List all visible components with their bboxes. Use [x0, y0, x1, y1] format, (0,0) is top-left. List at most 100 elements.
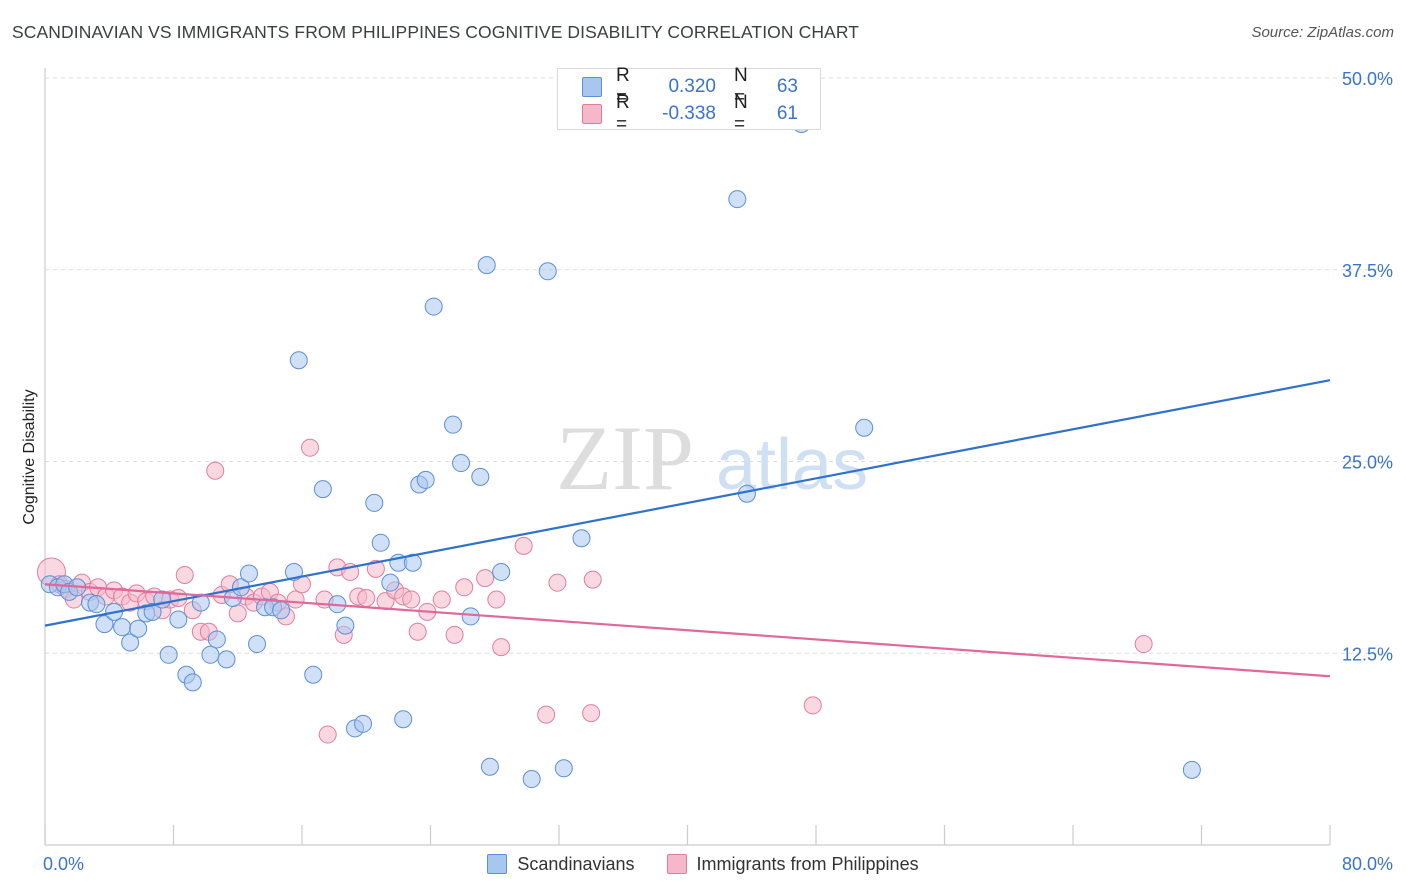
- point-scandinavians: [248, 635, 267, 654]
- r-label: R =: [616, 65, 630, 108]
- grid-lines: [45, 77, 1392, 654]
- point-scandinavians: [855, 418, 874, 437]
- point-philippines: [487, 590, 506, 609]
- point-scandinavians: [289, 351, 308, 370]
- point-philippines: [357, 589, 376, 608]
- point-philippines: [492, 638, 511, 657]
- n-label: N =: [734, 92, 748, 135]
- point-scandinavians: [87, 595, 106, 614]
- point-philippines: [548, 573, 567, 592]
- point-scandinavians: [354, 714, 373, 733]
- point-philippines: [408, 622, 427, 641]
- r-value: 0.320: [668, 76, 716, 97]
- trend-line-scandinavians: [44, 379, 1331, 627]
- point-philippines: [582, 704, 601, 723]
- point-scandinavians: [471, 467, 490, 486]
- x-tick-label: 0.0%: [43, 854, 84, 874]
- watermark-zip: ZIP: [556, 407, 694, 509]
- point-scandinavians: [452, 454, 471, 473]
- n-value: 63: [776, 76, 798, 97]
- point-scandinavians: [121, 633, 140, 652]
- point-scandinavians: [1182, 760, 1201, 779]
- point-philippines: [455, 578, 474, 597]
- r-value: -0.338: [662, 103, 716, 124]
- legend-row-scandinavians: R = 0.320 N = 63: [582, 65, 798, 108]
- point-scandinavians: [403, 553, 422, 572]
- trend-line-philippines: [44, 583, 1331, 678]
- x-tick-label: 80.0%: [1342, 854, 1393, 874]
- y-tick-label: 25.0%: [1342, 453, 1393, 473]
- point-philippines: [476, 569, 495, 588]
- point-scandinavians: [728, 190, 747, 209]
- legend-label-philippines: Immigrants from Philippines: [696, 853, 919, 874]
- tick-labels: 12.5% 25.0% 37.5% 50.0% 0.0% 80.0%: [43, 69, 1393, 874]
- point-scandinavians: [313, 480, 332, 499]
- legend-item-scandinavians[interactable]: Scandinavians: [487, 853, 635, 875]
- point-philippines: [432, 590, 451, 609]
- point-scandinavians: [381, 573, 400, 592]
- y-tick-label: 50.0%: [1342, 69, 1393, 89]
- legend-swatch-pink: [666, 854, 687, 874]
- y-tick-label: 37.5%: [1342, 261, 1393, 281]
- point-scandinavians: [239, 564, 258, 583]
- watermark: ZIP atlas: [556, 407, 868, 509]
- r-label: R =: [616, 92, 630, 135]
- series-legend: Scandinavians Immigrants from Philippine…: [0, 850, 1406, 878]
- trend-lines: [44, 379, 1331, 678]
- point-scandinavians: [461, 607, 480, 626]
- point-philippines: [286, 590, 305, 609]
- legend-swatch-blue: [582, 77, 602, 97]
- stats-legend: R = 0.320 N = 63 R = -0.338 N = 61: [557, 65, 821, 135]
- point-scandinavians: [443, 415, 462, 434]
- point-philippines: [537, 705, 556, 724]
- point-scandinavians: [159, 645, 178, 664]
- point-scandinavians: [113, 618, 132, 637]
- point-scandinavians: [365, 493, 384, 512]
- point-philippines: [301, 438, 320, 457]
- legend-swatch-pink: [582, 104, 602, 124]
- point-scandinavians: [554, 759, 573, 778]
- point-scandinavians: [183, 673, 202, 692]
- point-scandinavians: [538, 262, 557, 281]
- point-scandinavians: [217, 650, 236, 669]
- point-philippines: [402, 590, 421, 609]
- point-philippines: [228, 604, 247, 623]
- point-philippines: [175, 566, 194, 585]
- point-scandinavians: [371, 533, 390, 552]
- point-philippines: [206, 461, 225, 480]
- point-philippines: [514, 536, 533, 555]
- point-scandinavians: [304, 665, 323, 684]
- chart-title: SCANDINAVIAN VS IMMIGRANTS FROM PHILIPPI…: [12, 22, 860, 42]
- point-scandinavians: [201, 645, 220, 664]
- axes: [44, 68, 1331, 846]
- point-scandinavians: [424, 297, 443, 316]
- point-scandinavians: [272, 601, 291, 620]
- point-scandinavians: [492, 562, 511, 581]
- point-philippines: [445, 625, 464, 644]
- legend-item-philippines[interactable]: Immigrants from Philippines: [666, 853, 919, 875]
- source-label: Source: ZipAtlas.com: [1251, 24, 1394, 41]
- point-philippines: [366, 559, 385, 578]
- point-philippines: [803, 696, 822, 715]
- legend-label-scandinavians: Scandinavians: [517, 853, 635, 874]
- point-scandinavians: [143, 602, 162, 621]
- point-philippines: [583, 570, 602, 589]
- n-value: 61: [776, 103, 798, 124]
- point-scandinavians: [95, 615, 114, 634]
- point-scandinavians: [169, 610, 188, 629]
- point-scandinavians: [191, 593, 210, 612]
- n-label: N =: [734, 65, 748, 108]
- point-scandinavians: [480, 757, 499, 776]
- point-philippines: [1134, 635, 1153, 654]
- point-scandinavians: [129, 619, 148, 638]
- legend-row-philippines: R = -0.338 N = 61: [582, 92, 798, 135]
- point-scandinavians: [522, 770, 541, 789]
- point-scandinavians: [572, 529, 591, 548]
- point-scandinavians: [336, 616, 355, 635]
- point-scandinavians: [394, 710, 413, 729]
- legend-swatch-blue: [487, 854, 508, 874]
- point-scandinavians: [416, 470, 435, 489]
- point-philippines: [318, 725, 337, 744]
- y-tick-label: 12.5%: [1342, 644, 1393, 664]
